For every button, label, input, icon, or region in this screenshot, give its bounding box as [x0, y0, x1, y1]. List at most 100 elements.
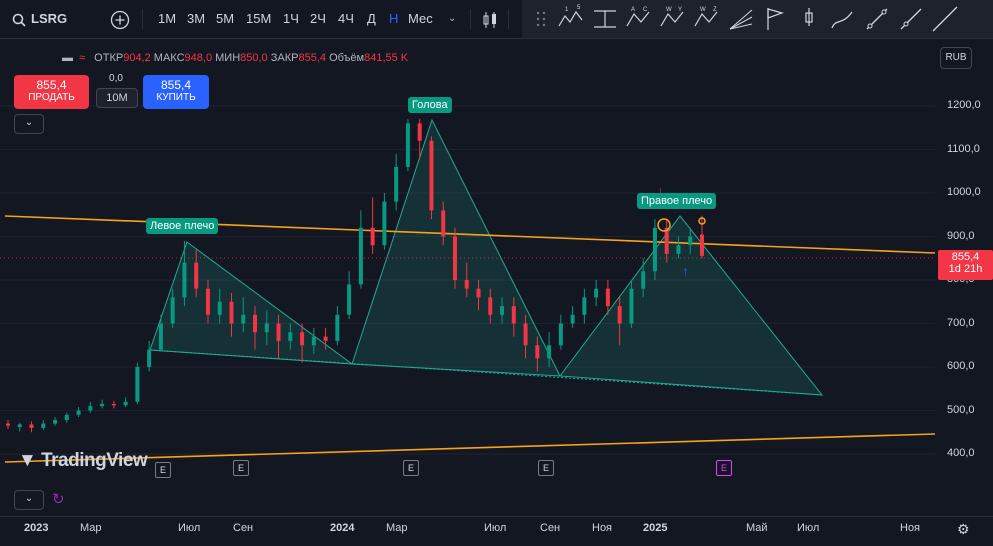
earnings-badge[interactable]: E: [155, 462, 171, 478]
interval-9[interactable]: Мес: [408, 11, 433, 26]
candle-body: [170, 297, 175, 324]
volume-value: 841,55 K: [364, 52, 409, 64]
head-label[interactable]: Голова: [408, 97, 452, 113]
interval-6[interactable]: 4Ч: [338, 11, 354, 26]
sell-label: ПРОДАТЬ: [28, 92, 75, 103]
candle-body: [194, 262, 199, 289]
x-tick-label: Июл: [797, 522, 820, 534]
price-tag-value: 855,4: [951, 251, 980, 263]
support-trendline[interactable]: [4, 433, 936, 463]
sync-icon[interactable]: ↻: [52, 491, 65, 508]
candle-body: [535, 345, 540, 359]
tradingview-watermark: ▼ TradingView: [18, 450, 148, 472]
sell-price: 855,4: [36, 78, 67, 92]
arrow-marker-icon[interactable]: [794, 4, 824, 34]
price-chart[interactable]: ↓ ↑: [0, 40, 993, 516]
earnings-badge[interactable]: E: [233, 460, 249, 476]
currency-selector[interactable]: RUB: [940, 47, 972, 69]
candle-body: [111, 403, 116, 406]
earnings-badge[interactable]: E: [538, 460, 554, 476]
pattern-left-shoulder: [149, 241, 354, 365]
close-label: ЗАКР: [270, 52, 299, 64]
candle-body: [629, 288, 634, 324]
x-axis[interactable]: [0, 516, 993, 546]
candles-glyph: [483, 11, 496, 28]
candle-body: [300, 332, 305, 346]
circle-marker-small: [698, 217, 706, 225]
right-shoulder-label[interactable]: Правое плечо: [637, 193, 717, 209]
low-label: МИН: [215, 52, 241, 64]
interval-8[interactable]: Н: [389, 11, 399, 26]
candle-body: [617, 306, 622, 324]
interval-7[interactable]: Д: [367, 11, 376, 26]
candle-body: [605, 288, 610, 307]
candle-body: [641, 271, 646, 289]
interval-dropdown-icon[interactable]: ⌄: [448, 13, 457, 24]
quantity-field[interactable]: 10M: [96, 88, 138, 108]
symbol-name[interactable]: LSRG: [31, 11, 68, 26]
earnings-badge-upcoming[interactable]: E: [716, 460, 732, 476]
settings-glyph[interactable]: ▬: [62, 52, 73, 64]
interval-5[interactable]: 2Ч: [310, 11, 326, 26]
candle-body: [88, 406, 93, 411]
circle-marker: [657, 218, 671, 232]
interval-4[interactable]: 1Ч: [283, 11, 299, 26]
flag-icon[interactable]: [760, 4, 790, 34]
price-range-icon[interactable]: [590, 4, 620, 34]
brush-icon[interactable]: [828, 4, 858, 34]
svg-text:5: 5: [577, 5, 581, 11]
candle-body: [135, 367, 140, 402]
candle-body: [288, 332, 293, 341]
down-arrow-marker: ↓: [657, 183, 664, 199]
buy-label: КУПИТЬ: [156, 92, 196, 103]
y-tick-label: 1000,0: [947, 186, 981, 198]
candle-body: [41, 423, 46, 428]
candle-body: [500, 306, 505, 315]
toolbar-separator: [470, 9, 471, 29]
collapse-legend-button[interactable]: ⌄: [14, 114, 44, 134]
svg-text:W: W: [700, 7, 706, 13]
trend-line-icon[interactable]: [862, 4, 892, 34]
candle-body: [29, 424, 34, 428]
search-icon[interactable]: [12, 0, 26, 38]
candle-body: [158, 323, 163, 350]
close-value: 855,4: [298, 52, 326, 64]
buy-button[interactable]: 855,4 КУПИТЬ: [143, 75, 209, 109]
candle-body: [441, 210, 446, 237]
left-shoulder-label[interactable]: Левое плечо: [146, 218, 219, 234]
interval-0[interactable]: 1М: [158, 11, 177, 26]
candles-icon[interactable]: [482, 0, 498, 38]
candle-body: [182, 262, 187, 298]
interval-3[interactable]: 15М: [246, 11, 272, 26]
svg-text:W: W: [666, 7, 672, 13]
extended-line-icon[interactable]: [930, 4, 960, 34]
y-tick-label: 1200,0: [947, 99, 981, 111]
interval-2[interactable]: 5М: [216, 11, 235, 26]
candle-body: [358, 227, 363, 285]
add-symbol-icon[interactable]: [110, 0, 130, 38]
candle-body: [394, 166, 399, 202]
low-value: 850,0: [240, 52, 268, 64]
candle-body: [594, 288, 599, 298]
y-tick-label: 700,0: [947, 316, 975, 329]
candle-body: [523, 323, 528, 346]
toolbar-separator: [508, 9, 509, 29]
drag-handle-icon[interactable]: [528, 4, 558, 34]
fan-icon[interactable]: [726, 4, 756, 34]
candle-body: [323, 336, 328, 341]
grid-lines: [0, 105, 935, 455]
interval-1[interactable]: 3М: [187, 11, 206, 26]
collapse-panel-button[interactable]: ⌄: [14, 490, 44, 510]
sell-button[interactable]: 855,4 ПРОДАТЬ: [14, 75, 89, 109]
settings-icon[interactable]: ⚙: [957, 521, 970, 537]
earnings-badge[interactable]: E: [403, 460, 419, 476]
volume-label: Объём: [329, 52, 365, 64]
y-tick-label: 500,0: [947, 403, 975, 416]
ray-icon[interactable]: [896, 4, 926, 34]
